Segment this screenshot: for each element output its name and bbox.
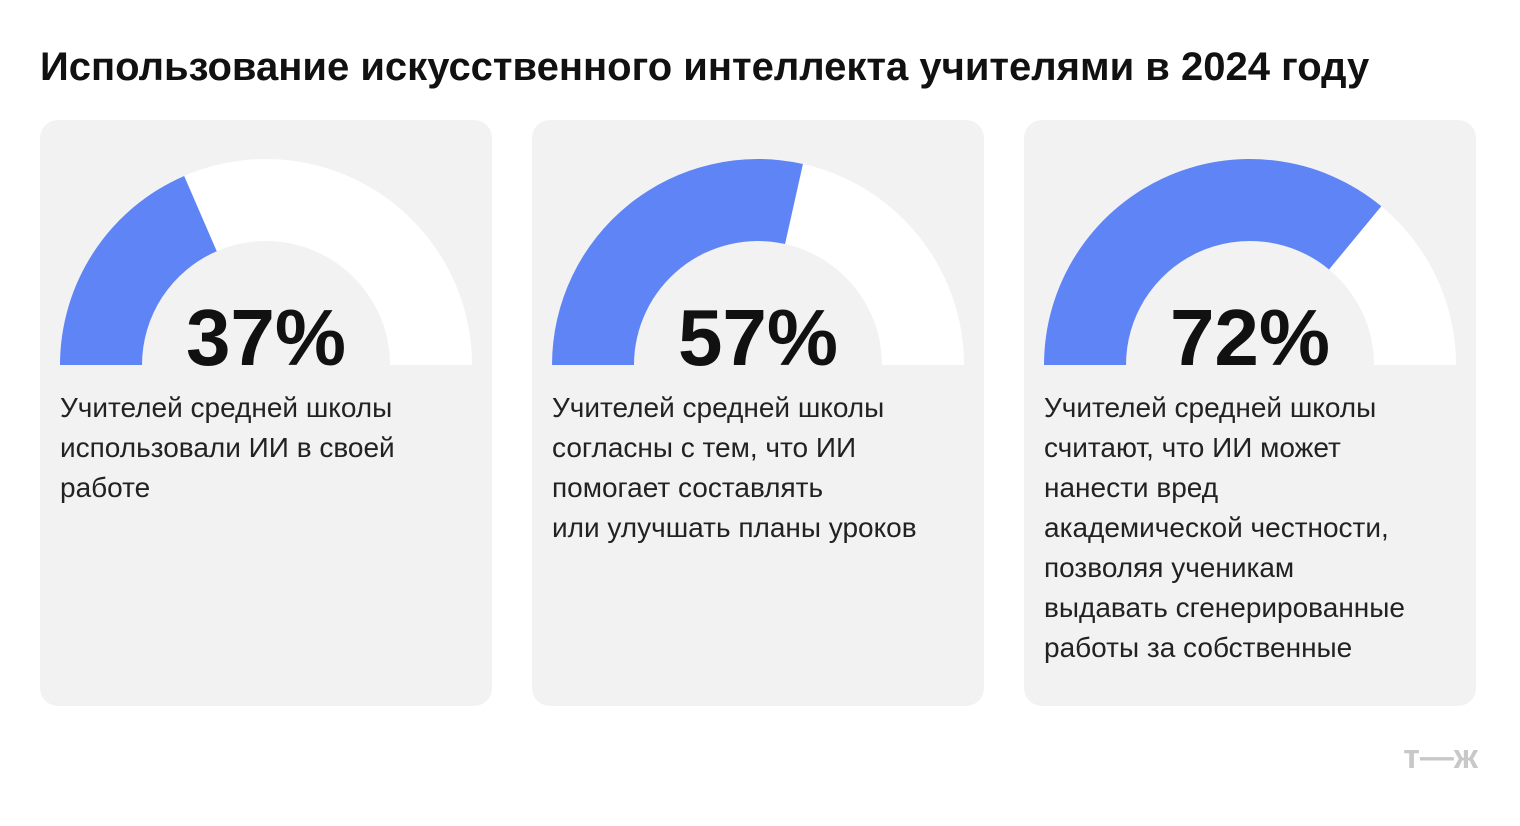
caption-line: считают, что ИИ может bbox=[1044, 432, 1341, 463]
caption-line: Учителей средней школы bbox=[1044, 392, 1376, 423]
value-label: 57% bbox=[678, 293, 838, 382]
logo: т—ж bbox=[1403, 738, 1479, 776]
caption-line: работы за собственные bbox=[1044, 632, 1352, 663]
caption-line: использовали ИИ в своей bbox=[60, 432, 395, 463]
caption-line: Учителей средней школы bbox=[60, 392, 392, 423]
caption-line: помогает составлять bbox=[552, 472, 823, 503]
gauge-fill bbox=[552, 159, 803, 365]
caption-line: выдавать сгенерированные bbox=[1044, 592, 1405, 623]
caption-line: или улучшать планы уроков bbox=[552, 512, 917, 543]
caption-line: академической честности, bbox=[1044, 512, 1389, 543]
caption-line: нанести вред bbox=[1044, 472, 1218, 503]
value-label: 37% bbox=[186, 293, 346, 382]
gauge-fill bbox=[1044, 159, 1382, 365]
caption-line: согласны с тем, что ИИ bbox=[552, 432, 856, 463]
page-title: Использование искусственного интеллекта … bbox=[40, 45, 1370, 89]
gauge-fill bbox=[60, 175, 217, 365]
caption-line: позволяя ученикам bbox=[1044, 552, 1294, 583]
value-label: 72% bbox=[1170, 293, 1330, 382]
caption-line: Учителей средней школы bbox=[552, 392, 884, 423]
caption-line: работе bbox=[60, 472, 150, 503]
